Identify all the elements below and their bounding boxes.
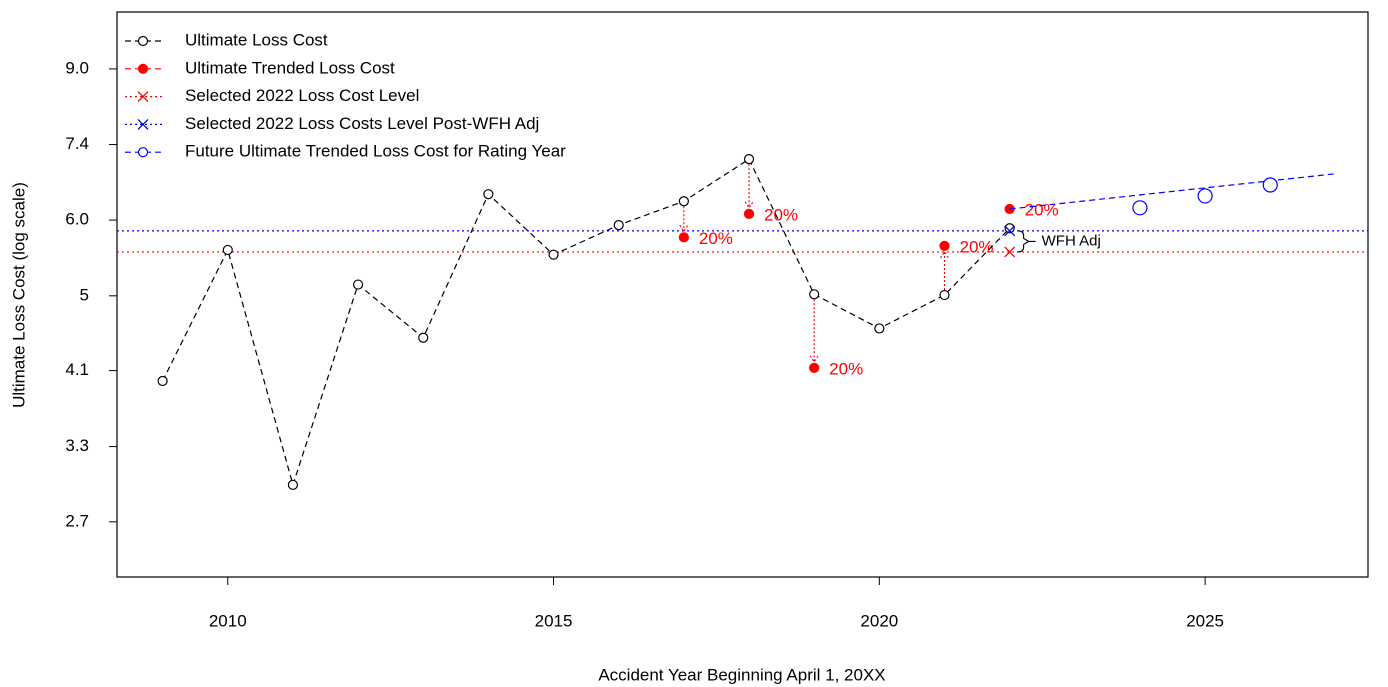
marker-stroke: [137, 118, 149, 130]
legend-label: Future Ultimate Trended Loss Cost for Ra…: [185, 142, 566, 161]
legend-marker: [137, 63, 149, 74]
marker-stroke: [1004, 246, 1016, 258]
data-point: [1004, 246, 1016, 258]
legend-label: Selected 2022 Loss Costs Level Post-WFH …: [185, 114, 539, 133]
data-point: [743, 154, 755, 165]
y-tick-label: 2.7: [65, 511, 89, 530]
series-line: [162, 158, 1011, 487]
data-point: [939, 289, 950, 301]
brace-label: WFH Adj: [1042, 232, 1101, 249]
data-point: [483, 189, 494, 200]
data-point: [548, 249, 559, 260]
y-tick-label: 4.1: [65, 360, 89, 379]
data-point: [874, 323, 885, 334]
x-tick-label: 2020: [860, 611, 898, 630]
y-axis-label: Ultimate Loss Cost (log scale): [9, 182, 28, 408]
y-tick-label: 6.0: [65, 210, 89, 229]
annotation-label: 20%: [959, 237, 993, 256]
data-point: [1262, 177, 1278, 193]
data-point: [1004, 223, 1015, 234]
data-point: [939, 240, 950, 252]
y-tick-label: 3.3: [65, 436, 89, 455]
data-point: [809, 362, 820, 373]
legend-marker: [137, 118, 149, 130]
data-point: [1197, 188, 1213, 204]
x-tick-label: 2025: [1186, 611, 1224, 630]
x-tick-label: 2010: [209, 611, 247, 630]
data-point: [678, 196, 689, 207]
data-point: [809, 289, 820, 300]
data-point: [157, 375, 168, 387]
trend-arrow: [809, 299, 819, 363]
data-point: [352, 279, 364, 290]
legend-marker: [137, 91, 149, 103]
trend-arrow: [679, 206, 689, 233]
y-tick-label: 5: [80, 285, 89, 304]
data-point: [1004, 225, 1016, 237]
legend-marker: [137, 147, 149, 158]
y-tick-label: 7.4: [65, 134, 89, 153]
data-point: [678, 232, 689, 243]
y-tick-label: 9.0: [65, 58, 89, 77]
annotation-label: 20%: [764, 205, 798, 224]
annotation-label: 20%: [829, 359, 863, 378]
trend-line: [1009, 173, 1336, 210]
marker-stroke: [1004, 225, 1016, 237]
trend-arrow: [940, 250, 949, 291]
legend-label: Selected 2022 Loss Cost Level: [185, 86, 419, 105]
x-axis-label: Accident Year Beginning April 1, 20XX: [598, 665, 885, 684]
trend-arrow: [744, 164, 754, 209]
legend-label: Ultimate Trended Loss Cost: [185, 58, 395, 77]
plot-frame: [116, 11, 1369, 578]
data-point: [1132, 200, 1148, 216]
x-tick-label: 2015: [535, 611, 573, 630]
legend-marker: [137, 35, 149, 47]
legend-label: Ultimate Loss Cost: [185, 30, 328, 49]
data-point: [222, 244, 233, 256]
annotation-label: 20%: [699, 229, 733, 248]
brace: [1017, 230, 1036, 253]
marker-stroke: [137, 91, 149, 103]
annotation-label: 20%: [1025, 201, 1059, 220]
data-point: [613, 220, 624, 231]
data-point: [418, 332, 429, 343]
data-point: [743, 208, 755, 219]
data-point: [287, 479, 299, 490]
